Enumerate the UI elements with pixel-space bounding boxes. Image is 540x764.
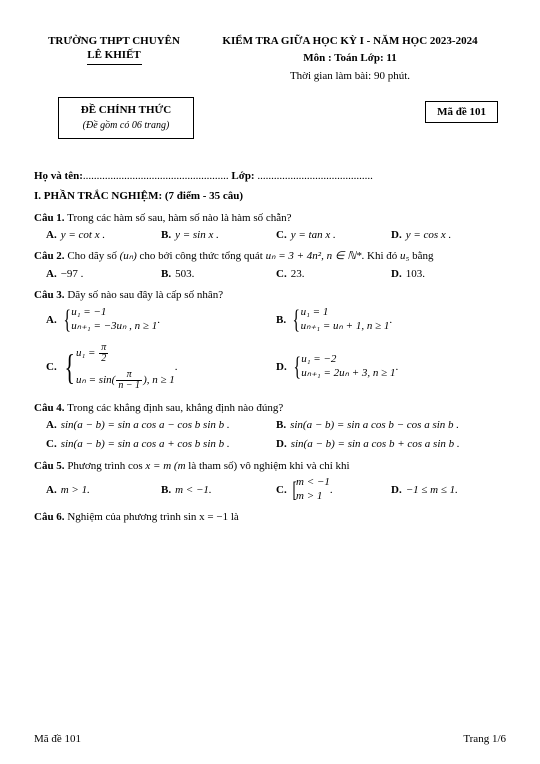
question-1: Câu 1. Trong các hàm số sau, hàm số nào … (34, 211, 506, 243)
header: TRƯỜNG THPT CHUYÊN LÊ KHIẾT KIỂM TRA GIỮ… (34, 34, 506, 83)
q5-text-pre: Phương trình cos (65, 460, 143, 472)
q2-choice-b: B.503. (161, 267, 276, 281)
school-underline (87, 64, 142, 65)
official-box: ĐỀ CHÍNH THỨC (Đề gồm có 06 trang) (58, 97, 194, 139)
q2-choice-c: C.23. (276, 267, 391, 281)
subject-line: Môn : Toán Lớp: 11 (194, 51, 506, 65)
school-line1: TRƯỜNG THPT CHUYÊN (34, 34, 194, 48)
q5-label: Câu 5. (34, 460, 65, 472)
q2-choices: A.−97 . B.503. C.23. D.103. (34, 267, 506, 281)
q1-text: Trong các hàm số sau, hàm số nào là hàm … (65, 212, 292, 224)
exam-title: KIỂM TRA GIỮA HỌC KỲ I - NĂM HỌC 2023-20… (194, 34, 506, 48)
question-4: Câu 4. Trong các khẳng định sau, khẳng đ… (34, 401, 506, 452)
q3-choices-row2: C. { u₁ = π2 uₙ = sin(πn − 1), n ≥ 1 . D… (34, 340, 506, 394)
q4-choice-a: A.sin(a − b) = sin a cos a − cos b sin b… (46, 418, 276, 432)
q1-label: Câu 1. (34, 212, 65, 224)
q2-text-mid: cho bởi công thức tổng quát (137, 250, 266, 262)
q1-choice-c: C.y = tan x . (276, 228, 391, 242)
q2-cond: , n ∈ ℕ* (321, 250, 361, 262)
q5-choice-a: A.m > 1. (46, 483, 161, 497)
q1-choices: A.y = cot x . B.y = sin x . C.y = tan x … (34, 228, 506, 242)
question-6: Câu 6. Nghiệm của phương trình sin x = −… (34, 510, 506, 524)
q3-label: Câu 3. (34, 289, 65, 301)
name-label: Họ và tên: (34, 170, 83, 182)
q5-xm: x = m (m (143, 460, 186, 472)
q1-choice-b: B.y = sin x . (161, 228, 276, 242)
q2-choice-a: A.−97 . (46, 267, 161, 281)
q6-text: Nghiệm của phương trình sin x = −1 là (65, 511, 239, 523)
official-line2: (Đề gồm có 06 trang) (71, 119, 181, 132)
question-5: Câu 5. Phương trình cos x = m (m là tham… (34, 459, 506, 504)
footer-left: Mã đề 101 (34, 732, 81, 746)
q3-choice-d: D. { u₁ = −2 uₙ₊₁ = 2uₙ + 3, n ≥ 1 . (276, 340, 506, 394)
q5-text-post: là tham số) vô nghiệm khi và chỉ khi (186, 460, 350, 472)
q5-choice-c: C. [ m < −1 m > 1 . (276, 476, 391, 504)
q4-text: Trong các khẳng định sau, khẳng định nào… (65, 402, 284, 414)
official-row: ĐỀ CHÍNH THỨC (Đề gồm có 06 trang) Mã đề… (34, 97, 506, 139)
q5-choice-b: B.m < −1. (161, 483, 276, 497)
q3-choices-row1: A. { u₁ = −1 uₙ₊₁ = −3uₙ , n ≥ 1 . B. { … (34, 306, 506, 334)
page: TRƯỜNG THPT CHUYÊN LÊ KHIẾT KIỂM TRA GIỮ… (0, 0, 540, 764)
q6-label: Câu 6. (34, 511, 65, 523)
q4-choice-b: B.sin(a − b) = sin a cos b − cos a sin b… (276, 418, 506, 432)
q4-label: Câu 4. (34, 402, 65, 414)
q4-choices: A.sin(a − b) = sin a cos a − cos b sin b… (34, 418, 506, 452)
q2-text-end: bằng (409, 250, 433, 262)
q2-text-pre: Cho dãy số (65, 250, 120, 262)
q1-choice-d: D.y = cos x . (391, 228, 506, 242)
q4-choice-d: D.sin(a − b) = sin a cos b + cos a sin b… (276, 437, 506, 451)
footer: Mã đề 101 Trang 1/6 (34, 732, 506, 746)
q3-choice-c: C. { u₁ = π2 uₙ = sin(πn − 1), n ≥ 1 . (46, 340, 276, 394)
q2-formula: uₙ = 3 + 4n² (266, 250, 322, 262)
school-block: TRƯỜNG THPT CHUYÊN LÊ KHIẾT (34, 34, 194, 83)
class-label: Lớp: (231, 170, 254, 182)
code-box: Mã đề 101 (425, 101, 498, 123)
title-block: KIỂM TRA GIỮA HỌC KỲ I - NĂM HỌC 2023-20… (194, 34, 506, 83)
name-row: Họ và tên:..............................… (34, 169, 506, 183)
q3-choice-a: A. { u₁ = −1 uₙ₊₁ = −3uₙ , n ≥ 1 . (46, 306, 276, 334)
q2-choice-d: D.103. (391, 267, 506, 281)
q1-choice-a: A.y = cot x . (46, 228, 161, 242)
q2-label: Câu 2. (34, 250, 65, 262)
q5-choice-d: D.−1 ≤ m ≤ 1. (391, 483, 506, 497)
q4-choice-c: C.sin(a − b) = sin a cos a + cos b sin b… (46, 437, 276, 451)
class-dots: ........................................… (257, 170, 373, 182)
question-2: Câu 2. Cho dãy số (uₙ) cho bởi công thức… (34, 249, 506, 281)
section-title: I. PHẦN TRẮC NGHIỆM: (7 điểm - 35 câu) (34, 189, 506, 203)
name-dots: ........................................… (83, 170, 229, 182)
q3-text: Dãy số nào sau đây là cấp số nhân? (65, 289, 224, 301)
official-line1: ĐỀ CHÍNH THỨC (71, 103, 181, 117)
question-3: Câu 3. Dãy số nào sau đây là cấp số nhân… (34, 288, 506, 394)
q2-text-post: . Khi đó (362, 250, 401, 262)
q5-choices: A.m > 1. B.m < −1. C. [ m < −1 m > 1 . D… (34, 476, 506, 504)
school-line2: LÊ KHIẾT (34, 48, 194, 62)
q2-seq: (uₙ) (120, 250, 137, 262)
time-line: Thời gian làm bài: 90 phút. (194, 69, 506, 83)
q2-u5: u₅ (400, 250, 409, 262)
q3-choice-b: B. { u₁ = 1 uₙ₊₁ = uₙ + 1, n ≥ 1 . (276, 306, 506, 334)
footer-right: Trang 1/6 (463, 732, 506, 746)
